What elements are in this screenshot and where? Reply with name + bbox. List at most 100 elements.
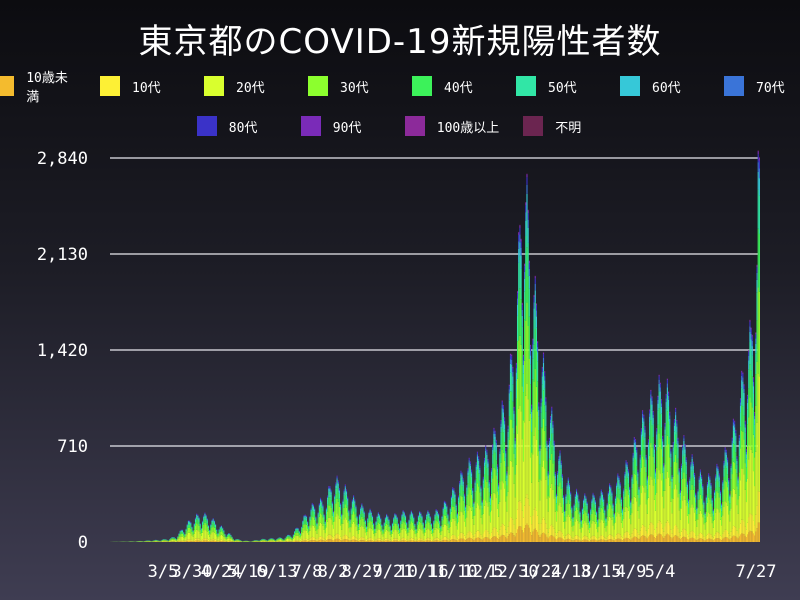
bar-segment-20代 [534,427,536,508]
bar-segment-50代 [447,516,449,520]
bar-segment-50代 [210,525,212,528]
bar-segment-20代 [210,534,212,540]
bar-segment-30代 [390,534,392,537]
day-bar [554,471,556,542]
bar-segment-30代 [362,518,364,527]
bar-segment-20代 [161,540,164,542]
bar-segment-10歳未満 [478,537,480,542]
bar-segment-20代 [310,527,312,538]
day-bar [237,538,239,542]
bar-segment-30代 [191,531,193,536]
bar-segment-60代 [452,490,454,493]
bar-segment-50代 [371,517,374,521]
bar-segment-50代 [318,507,320,511]
day-bar [507,425,509,542]
day-bar [227,533,230,542]
bar-segment-10歳未満 [406,540,408,542]
bar-segment-60代 [317,513,319,515]
bar-segment-70代 [394,513,396,515]
bar-segment-40代 [494,452,496,470]
day-bar [174,538,177,542]
bar-segment-40代 [223,532,225,535]
bar-segment-40代 [217,534,219,537]
bar-segment-10代 [187,539,189,541]
day-bar [231,536,233,542]
bar-segment-10歳未満 [376,540,378,542]
bar-segment-60代 [424,520,427,522]
day-bar [504,417,506,542]
bar-segment-50代 [214,525,217,528]
bar-segment-50代 [299,533,302,535]
bar-segment-50代 [172,537,174,538]
bar-segment-10歳未満 [504,535,506,542]
day-bar [216,529,218,542]
bar-segment-30代 [235,540,237,541]
bar-segment-80代 [378,514,381,515]
bar-segment-60代 [408,520,410,522]
bar-segment-80代 [522,356,525,361]
bar-segment-30代 [179,534,181,538]
bar-segment-10代 [305,538,307,541]
bar-segment-20代 [345,519,348,536]
day-bar [137,541,139,542]
bar-segment-30代 [533,381,535,436]
bar-segment-90代 [470,469,473,471]
bar-segment-10代 [219,539,221,542]
bar-segment-40代 [522,392,525,421]
bar-segment-40代 [468,474,470,488]
bar-segment-30代 [216,533,218,537]
bar-segment-90代 [557,471,559,472]
day-bar [358,513,361,542]
bar-segment-50代 [463,498,466,504]
bar-segment-50代 [524,291,526,320]
bar-segment-20代 [358,529,361,539]
bar-segment-30代 [204,522,206,530]
bar-segment-70代 [460,472,462,475]
bar-segment-10歳未満 [317,540,319,542]
bar-segment-20代 [302,532,304,540]
bar-segment-40代 [278,538,280,539]
bar-segment-30代 [487,487,489,507]
bar-segment-40代 [475,478,477,491]
bar-segment-50代 [222,528,224,531]
bar-segment-50代 [491,475,493,483]
bar-segment-30代 [308,531,310,535]
day-bar [291,537,293,542]
day-bar [183,531,185,542]
day-bar [519,224,521,542]
bar-segment-40代 [521,350,523,387]
day-bar [435,509,437,542]
bar-segment-40代 [509,391,512,420]
day-bar [263,538,265,542]
bar-segment-60代 [373,523,375,525]
bar-segment-20代 [165,540,167,542]
bar-segment-70代 [481,501,483,503]
bar-segment-40代 [495,460,497,476]
day-bar [301,526,303,542]
bar-segment-20代 [213,532,215,540]
day-bar [245,540,247,542]
bar-segment-40代 [198,521,200,526]
day-bar [518,231,520,542]
bar-segment-80代 [305,515,307,517]
day-bar [180,529,182,542]
bar-segment-80代 [487,459,489,462]
bar-segment-30代 [335,503,337,517]
bar-segment-30代 [177,538,179,540]
bar-segment-20代 [193,533,195,540]
bar-segment-30代 [282,539,284,541]
bar-segment-60代 [220,526,223,528]
bar-segment-90代 [537,341,539,344]
bar-segment-90代 [492,444,494,446]
bar-segment-10代 [342,536,344,540]
legend-label: 40代 [444,80,473,96]
bar-segment-20代 [427,528,429,538]
bar-segment-30代 [205,524,207,531]
bar-segment-40代 [419,517,421,522]
bar-segment-30代 [509,419,512,461]
day-bar [315,516,317,542]
bar-segment-70代 [489,497,491,499]
bar-segment-70代 [557,473,559,475]
bar-segment-60代 [481,502,483,505]
bar-segment-40代 [461,486,463,497]
